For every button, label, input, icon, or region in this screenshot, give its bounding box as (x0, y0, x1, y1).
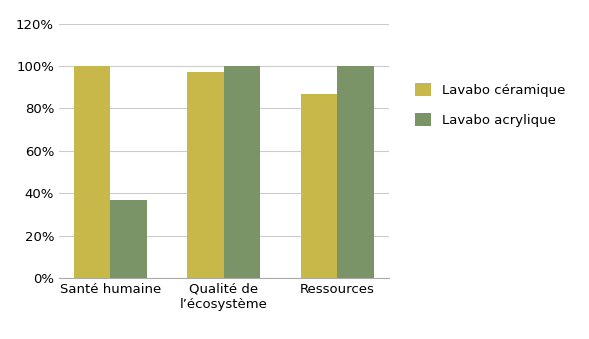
Bar (301, 94, 337, 278)
Bar (74, 66, 110, 278)
Bar (187, 73, 224, 278)
Bar (110, 200, 147, 278)
Legend: Lavabo céramique, Lavabo acrylique: Lavabo céramique, Lavabo acrylique (409, 76, 571, 134)
Bar (337, 66, 374, 278)
Bar (224, 66, 260, 278)
